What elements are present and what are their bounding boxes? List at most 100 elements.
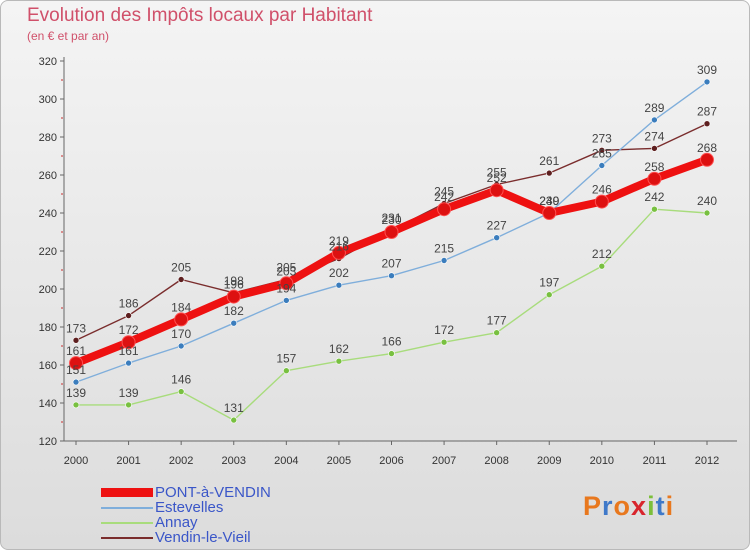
legend: PONT-à-VENDIN Estevelles Annay Vendin-le-Vi…: [101, 484, 351, 546]
data-label-annay: 177: [487, 314, 507, 328]
data-point-annay: [440, 338, 448, 346]
data-point-annay: [703, 209, 711, 217]
data-label-vendin-le-vieil: 198: [224, 274, 244, 288]
data-label-vendin-le-vieil: 273: [592, 131, 612, 145]
chart-subtitle: (en € et par an): [27, 29, 110, 43]
legend-swatch: [101, 488, 153, 497]
y-tick-label: 140: [39, 398, 57, 410]
data-point-annay: [493, 329, 500, 337]
data-label-estevelles: 289: [644, 101, 664, 115]
y-tick-label: 260: [39, 170, 57, 182]
data-label-estevelles: 265: [592, 147, 612, 161]
data-label-vendin-le-vieil: 186: [119, 297, 139, 311]
y-tick-label: 240: [39, 208, 57, 220]
data-point-estevelles: [125, 359, 132, 367]
data-label-pont-vendin: 246: [592, 183, 612, 197]
data-point-estevelles: [598, 162, 606, 169]
x-tick-label: 2009: [537, 455, 561, 467]
data-point-pont-vendin: [174, 312, 189, 327]
tick-labels: 120 140 160 180 200 220 240 260 280 300 320 2000 200…: [39, 56, 720, 467]
data-point-annay: [335, 357, 343, 365]
data-label-annay: 131: [224, 401, 244, 415]
data-label-vendin-le-vieil: 261: [539, 154, 559, 168]
y-tick-label: 200: [39, 284, 57, 296]
data-point-vendin-le-vieil: [703, 120, 711, 127]
logo-letter: i: [665, 491, 675, 521]
data-label-estevelles: 239: [539, 194, 559, 208]
logo-letter: o: [613, 491, 632, 521]
data-point-estevelles: [230, 319, 238, 327]
data-point-estevelles: [72, 378, 80, 386]
x-tick-label: 2008: [484, 455, 508, 467]
data-point-estevelles: [335, 281, 343, 289]
data-label-vendin-le-vieil: 287: [697, 105, 717, 119]
data-point-annay: [72, 401, 80, 409]
data-label-vendin-le-vieil: 173: [66, 321, 86, 335]
y-tick-label: 180: [39, 322, 57, 334]
x-tick-label: 2007: [432, 455, 456, 467]
x-tick-label: 2002: [169, 455, 193, 467]
data-label-pont-vendin: 258: [644, 160, 664, 174]
legend-label: Vendin-le-Vieil: [155, 529, 251, 546]
y-tick-label: 280: [39, 132, 57, 144]
data-label-annay: 139: [66, 386, 86, 400]
legend-swatch: [101, 537, 153, 539]
data-point-pont-vendin: [594, 194, 609, 209]
data-label-vendin-le-vieil: 274: [644, 129, 664, 143]
legend-label: PONT-à-VENDIN: [155, 484, 271, 501]
y-tick-label: 120: [39, 436, 57, 448]
data-point-annay: [125, 401, 132, 409]
y-tick-label: 320: [39, 56, 57, 68]
data-label-pont-vendin: 219: [329, 234, 349, 248]
data-label-vendin-le-vieil: 231: [381, 211, 401, 225]
legend-item: Vendin-le-Vieil: [101, 529, 351, 546]
data-point-estevelles: [440, 257, 448, 264]
x-tick-label: 2004: [274, 455, 298, 467]
data-point-annay: [651, 205, 658, 213]
data-label-annay: 157: [276, 352, 296, 366]
data-point-pont-vendin: [331, 245, 346, 260]
x-tick-label: 2011: [643, 455, 667, 467]
data-label-vendin-le-vieil: 205: [171, 261, 191, 275]
x-tick-label: 2000: [64, 455, 88, 467]
data-point-pont-vendin: [489, 183, 504, 198]
legend-label: Annay: [155, 514, 198, 531]
data-point-annay: [230, 416, 238, 424]
data-label-annay: 240: [697, 194, 717, 208]
legend-item: Annay: [101, 514, 351, 531]
data-point-estevelles: [493, 234, 500, 241]
data-label-pont-vendin: 230: [381, 213, 401, 227]
logo-letter: i: [647, 491, 656, 521]
data-label-annay: 162: [329, 342, 349, 356]
data-label-estevelles: 194: [276, 281, 296, 295]
data-labels: 173 186 205 198 205 216 231 245 255 261 273 274 287 1…: [66, 63, 717, 415]
series-layer: [69, 78, 714, 424]
data-label-estevelles: 202: [329, 266, 349, 280]
logo-letter: x: [631, 491, 648, 521]
y-tick-label: 220: [39, 246, 57, 258]
data-label-estevelles: 227: [487, 219, 507, 233]
data-label-annay: 146: [171, 373, 191, 387]
logo-letter: P: [583, 491, 603, 521]
legend-swatch: [101, 522, 153, 524]
data-label-pont-vendin: 161: [66, 344, 86, 358]
data-point-pont-vendin: [384, 225, 399, 239]
data-point-pont-vendin: [437, 202, 452, 217]
data-label-annay: 139: [119, 386, 139, 400]
data-point-annay: [177, 388, 185, 395]
data-point-estevelles: [703, 78, 711, 86]
proxiti-logo: Proxiti: [583, 491, 674, 522]
legend-label: Estevelles: [155, 499, 224, 516]
data-point-annay: [283, 367, 290, 375]
data-label-estevelles: 170: [171, 327, 191, 341]
y-tick-label: 160: [39, 360, 57, 372]
x-tick-label: 2012: [695, 455, 719, 467]
data-label-annay: 166: [381, 335, 401, 349]
logo-letter: t: [655, 491, 666, 521]
data-label-pont-vendin: 240: [539, 194, 559, 208]
data-label-estevelles: 207: [381, 257, 401, 271]
data-label-estevelles: 309: [697, 63, 717, 77]
legend-swatch: [101, 507, 153, 509]
